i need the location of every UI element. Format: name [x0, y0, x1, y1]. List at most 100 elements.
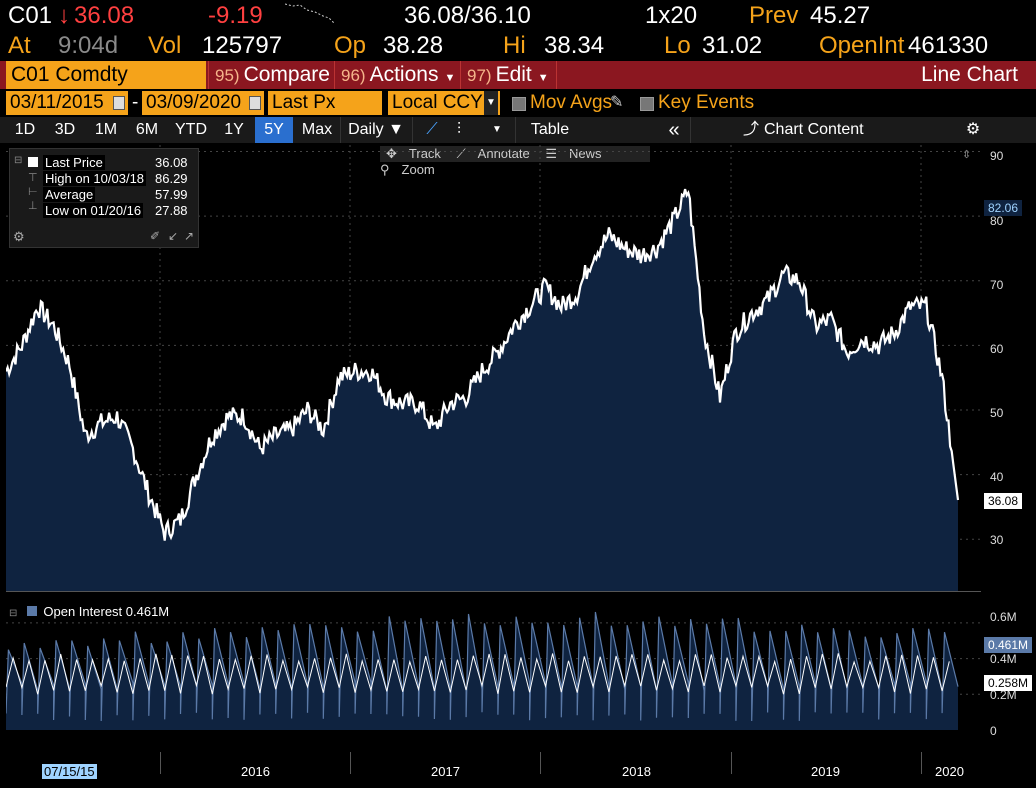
legend-average: Average 57.99 — [43, 187, 188, 203]
edit-button[interactable]: 97) Edit ▼ — [460, 61, 554, 89]
period-6m[interactable]: 6M — [135, 121, 159, 138]
x-axis: 07/15/15 2016 2017 2018 2019 2020 — [0, 752, 1036, 788]
table-button[interactable]: Table — [530, 121, 570, 138]
chart-tools: ✥ Track ⟋ Annotate ☰ News ⚲ Zoom — [380, 146, 650, 177]
chart-content-icon: ⤴ — [742, 121, 759, 138]
caret-down-icon: ▼ — [444, 72, 456, 84]
actions-button[interactable]: 96) Actions ▼ — [334, 61, 458, 89]
period-1m[interactable]: 1M — [94, 121, 118, 138]
frequency-select[interactable]: Daily ▼ — [348, 121, 404, 138]
actions-num: 96) — [341, 66, 366, 85]
oi-tick-0.2m: 0.2M — [990, 688, 1017, 702]
legend-high-value: 86.29 — [155, 171, 188, 186]
track-tool[interactable]: Track — [408, 146, 441, 161]
down-arrow-icon: ↓ — [58, 2, 70, 29]
legend-high-label: High on 10/03/18 — [43, 171, 147, 186]
security-field[interactable]: C01 Comdty — [6, 61, 206, 89]
x-tick — [540, 752, 541, 774]
collapse-box-icon[interactable]: ⊟ — [9, 608, 18, 619]
legend-average-value: 57.99 — [155, 187, 188, 202]
pencil-icon[interactable]: ✎ — [610, 94, 624, 111]
key-events-label[interactable]: Key Events — [658, 92, 755, 113]
period-max[interactable]: Max — [301, 121, 333, 138]
period-1d[interactable]: 1D — [14, 121, 36, 138]
divider — [340, 117, 341, 143]
chart-legend: ⊟ Last Price 36.08 High on 10/03/18 86.29 … — [9, 148, 199, 248]
legend-last-price-value: 36.08 — [155, 155, 188, 170]
divider — [412, 117, 413, 143]
line-chart-icon[interactable]: ⟋ — [426, 121, 438, 138]
mov-avgs-label[interactable]: Mov Avgs — [530, 92, 613, 113]
pin-icon[interactable]: ✐ — [150, 229, 161, 243]
vol-value: 125797 — [202, 32, 283, 59]
compare-label: Compare — [243, 63, 330, 86]
pane-splitter[interactable] — [6, 591, 981, 596]
compare-button[interactable]: 95) Compare — [208, 61, 332, 89]
field-select[interactable]: Last Px — [268, 91, 382, 115]
legend-high: High on 10/03/18 86.29 — [43, 171, 188, 187]
quote-line-2: At 9:04d Vol 125797 Op 38.28 Hi 38.34 Lo… — [0, 30, 1036, 60]
chart-type-text: Line Chart — [921, 63, 1018, 86]
start-date-field[interactable]: 03/11/2015 — [6, 91, 128, 115]
bar-chart-icon[interactable]: ⫶ — [456, 121, 461, 138]
date-dash: - — [132, 92, 139, 113]
quote-line-1: C01 ↓ 36.08 -9.19 36.08/36.10 1x20 Prev … — [0, 0, 1036, 30]
at-value: 9:04d — [58, 32, 119, 59]
gear-icon[interactable]: ⚙ — [13, 229, 25, 244]
shrink-icon[interactable]: ↙ — [168, 229, 179, 243]
annotate-icon: ⟋ — [456, 146, 466, 161]
openint-value: 461330 — [908, 32, 989, 59]
period-ytd[interactable]: YTD — [175, 121, 207, 138]
vol-label: Vol — [148, 32, 182, 59]
open-interest-chart[interactable] — [6, 596, 981, 746]
legend-low-value: 27.88 — [155, 203, 188, 218]
x-label-2019: 2019 — [811, 764, 840, 779]
net-change: -9.19 — [208, 2, 263, 29]
compare-num: 95) — [215, 66, 240, 85]
legend-average-label: Average — [43, 187, 96, 202]
key-events-checkbox[interactable] — [640, 97, 654, 111]
period-5y[interactable]: 5Y — [255, 117, 293, 143]
zoom-tool[interactable]: Zoom — [401, 162, 435, 177]
mov-avgs-checkbox[interactable] — [512, 97, 526, 111]
currency-text: Local CCY — [392, 92, 483, 113]
gear-icon[interactable]: ⚙ — [965, 121, 981, 138]
period-3d[interactable]: 3D — [54, 121, 76, 138]
collapse-icon[interactable]: « — [668, 119, 680, 141]
zoom-icon: ⚲ — [380, 162, 390, 177]
y-tick-80: 80 — [990, 214, 1004, 228]
news-icon: ☰ — [545, 146, 557, 161]
y-tick-30: 30 — [990, 533, 1004, 547]
lo-label: Lo — [664, 32, 691, 59]
y-tick-70: 70 — [990, 278, 1004, 292]
news-tool[interactable]: News — [569, 146, 602, 161]
y-tick-40: 40 — [990, 470, 1004, 484]
op-label: Op — [334, 32, 367, 59]
chart-content-button[interactable]: Chart Content — [764, 121, 864, 138]
calendar-icon[interactable] — [113, 96, 125, 110]
last-price-tag: 36.08 — [984, 493, 1023, 509]
edit-num: 97) — [467, 66, 492, 85]
collapse-box-icon[interactable]: ⊟ — [14, 155, 23, 166]
scroll-icon[interactable]: ⇳ — [962, 149, 972, 161]
chart-style-dropdown-icon[interactable]: ▼ — [492, 124, 502, 135]
oi-legend: ⊟ Open Interest 0.461M — [9, 604, 169, 619]
y-tick-60: 60 — [990, 342, 1004, 356]
calendar-icon[interactable] — [249, 96, 261, 110]
oi-swatch — [27, 606, 38, 616]
oi-avg-tag: 0.258M — [984, 675, 1033, 691]
y-tick-90: 90 — [990, 149, 1004, 163]
x-tick — [921, 752, 922, 774]
period-toolbar: 1D 3D 1M 6M YTD 1Y 5Y Max Daily ▼ ⟋ ⫶ ▼ … — [0, 117, 1036, 143]
expand-icon[interactable]: ↗ — [184, 229, 195, 243]
tree-lines-icon: ⊤ ⊢ ⊥ — [28, 172, 38, 212]
currency-select[interactable]: Local CCY ▼ — [388, 91, 500, 115]
last-price: 36.08 — [74, 2, 135, 29]
legend-low: Low on 01/20/16 27.88 — [43, 203, 188, 219]
divider — [690, 117, 691, 143]
x-label-2018: 2018 — [622, 764, 651, 779]
period-1y[interactable]: 1Y — [224, 121, 244, 138]
end-date-field[interactable]: 03/09/2020 — [142, 91, 264, 115]
annotate-tool[interactable]: Annotate — [477, 146, 530, 161]
x-tick — [731, 752, 732, 774]
